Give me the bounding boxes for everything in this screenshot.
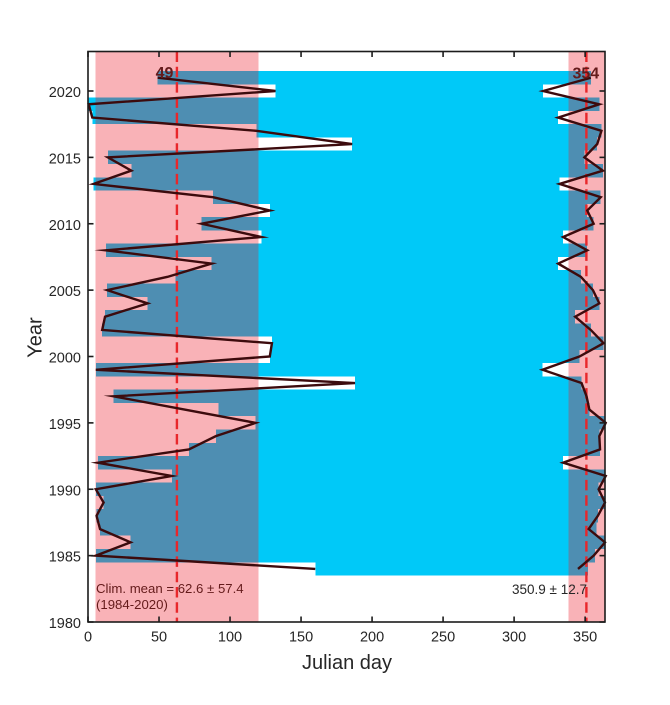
svg-text:354: 354 bbox=[573, 66, 600, 83]
svg-text:2010: 2010 bbox=[49, 218, 81, 234]
svg-text:200: 200 bbox=[360, 630, 384, 646]
svg-text:Julian day: Julian day bbox=[302, 652, 392, 674]
svg-text:100: 100 bbox=[218, 630, 242, 646]
svg-text:350.9 ± 12.7: 350.9 ± 12.7 bbox=[512, 582, 587, 597]
svg-text:2005: 2005 bbox=[49, 284, 81, 300]
svg-text:150: 150 bbox=[289, 630, 313, 646]
svg-text:Year: Year bbox=[25, 317, 47, 358]
svg-text:1990: 1990 bbox=[49, 483, 81, 499]
svg-text:2015: 2015 bbox=[49, 151, 81, 167]
svg-text:350: 350 bbox=[573, 630, 597, 646]
svg-text:Clim. mean = 62.6 ± 57.4: Clim. mean = 62.6 ± 57.4 bbox=[96, 581, 244, 596]
svg-text:300: 300 bbox=[502, 630, 526, 646]
svg-text:49: 49 bbox=[156, 65, 174, 82]
svg-text:250: 250 bbox=[431, 630, 455, 646]
svg-text:50: 50 bbox=[151, 630, 167, 646]
svg-text:2020: 2020 bbox=[49, 85, 81, 101]
svg-text:2000: 2000 bbox=[49, 351, 81, 367]
svg-text:(1984-2020): (1984-2020) bbox=[96, 597, 168, 612]
svg-text:1985: 1985 bbox=[49, 550, 81, 566]
svg-text:0: 0 bbox=[84, 630, 92, 646]
svg-text:1980: 1980 bbox=[49, 616, 81, 632]
svg-text:1995: 1995 bbox=[49, 417, 81, 433]
